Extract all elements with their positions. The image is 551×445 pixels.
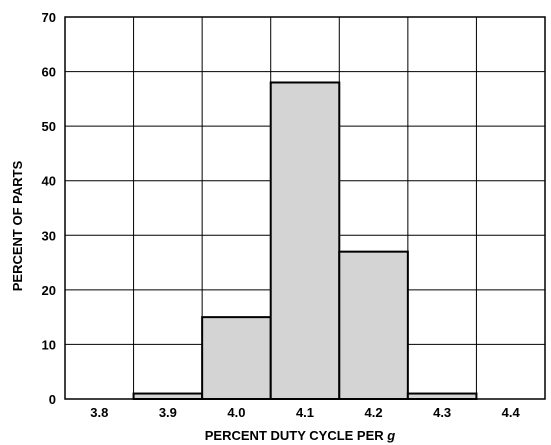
x-tick-label: 3.8	[90, 405, 108, 420]
x-tick-label: 4.0	[227, 405, 245, 420]
x-tick-label: 4.3	[433, 405, 451, 420]
y-tick-label: 20	[42, 283, 56, 298]
bar-4-1	[269, 81, 341, 400]
y-tick-label: 0	[49, 392, 56, 407]
y-tick-label: 30	[42, 228, 56, 243]
bar-4-3	[406, 392, 478, 400]
y-tick-labels: 0 10 20 30 40 50 60 70	[42, 10, 56, 407]
bars	[132, 81, 478, 400]
x-axis-label: PERCENT DUTY CYCLE PER g	[205, 428, 396, 443]
x-tick-label: 4.4	[502, 405, 521, 420]
y-tick-label: 10	[42, 337, 56, 352]
y-tick-label: 70	[42, 10, 56, 25]
x-tick-label: 4.1	[296, 405, 314, 420]
plot-frame	[64, 16, 546, 400]
y-tick-label: 60	[42, 65, 56, 80]
bar-4-0	[201, 316, 272, 400]
y-tick-label: 50	[42, 119, 56, 134]
bar-4-2	[338, 250, 409, 400]
x-tick-label: 4.2	[365, 405, 383, 420]
x-tick-labels: 3.8 3.9 4.0 4.1 4.2 4.3 4.4	[90, 405, 520, 420]
x-tick-label: 3.9	[159, 405, 177, 420]
x-axis-label-symbol: g	[386, 428, 395, 443]
bar-3-9	[132, 392, 204, 400]
y-axis-label: PERCENT OF PARTS	[10, 160, 25, 291]
x-axis-label-main: PERCENT DUTY CYCLE PER	[205, 428, 388, 443]
y-tick-label: 40	[42, 174, 56, 189]
